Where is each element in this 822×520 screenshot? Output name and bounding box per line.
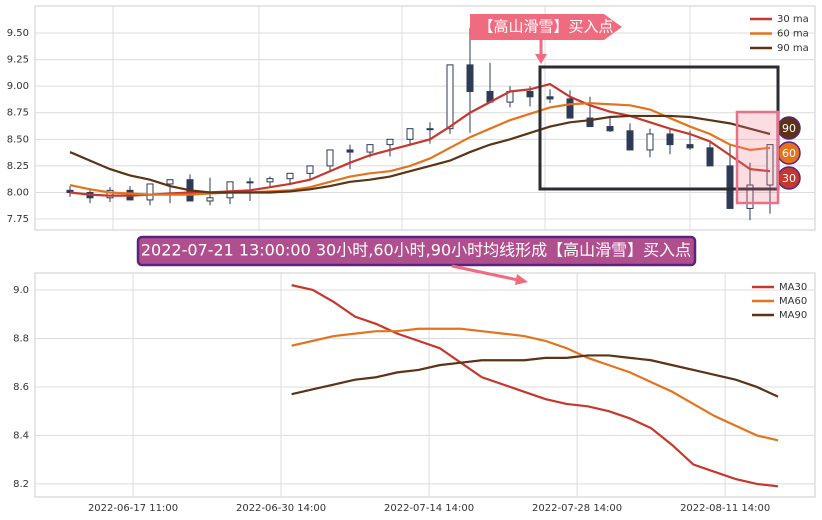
y-tick-label: 8.2 (13, 479, 29, 490)
candle-body (306, 165, 314, 174)
buy-zone (735, 110, 780, 205)
badge-label: 60 (782, 147, 796, 160)
annotation-text: 【高山滑雪】买入点 (478, 18, 613, 36)
candle-body (146, 183, 154, 201)
caption-arrow (451, 264, 519, 282)
y-tick-label: 8.6 (13, 382, 29, 393)
ma-line (291, 284, 779, 488)
candle-body (726, 165, 734, 209)
x-tick-label: 2022-06-17 11:00 (88, 503, 178, 514)
x-tick-label: 2022-07-28 14:00 (532, 503, 622, 514)
candle-body (326, 149, 334, 167)
top-chart: 7.75 8.00 8.25 8.50 8.75 9.00 9.25 9.50 30 ma 60 … (7, 14, 815, 225)
legend-label: MA90 (779, 310, 807, 321)
y-tick-label: 9.0 (13, 285, 29, 296)
caption-arrow-head (515, 274, 528, 285)
candle-body (166, 179, 174, 185)
annotation-arrow-head (535, 54, 547, 64)
candle-body (526, 90, 534, 98)
candle-body (346, 149, 354, 153)
candle-body (666, 133, 674, 146)
annotations (136, 14, 780, 285)
legend-label: 30 ma (777, 14, 809, 25)
x-tick-label: 2022-06-30 14:00 (236, 503, 326, 514)
candle-body (586, 117, 594, 128)
ma-line (291, 327, 779, 442)
candle-body (566, 98, 574, 119)
candle-body (286, 172, 294, 180)
candle-body (406, 128, 414, 140)
bottom-plot-area (34, 272, 816, 498)
bottom-chart: 8.2 8.4 8.6 8.8 9.0 2022-06-17 11:00 2022-06-3… (13, 273, 815, 514)
candle-body (226, 181, 234, 199)
candle-body (366, 144, 374, 153)
badge-label: 30 (782, 172, 796, 185)
y-tick-label: 8.50 (7, 134, 29, 145)
candle-body (766, 144, 774, 186)
candle-body (426, 128, 434, 131)
caption-text: 2022-07-21 13:00:00 30小时,60小时,90小时均线形成【高… (141, 241, 691, 260)
ma-line (291, 354, 779, 398)
candle-body (606, 126, 614, 132)
y-tick-label: 8.25 (7, 161, 29, 172)
candle-body (266, 178, 274, 183)
y-tick-label: 8.75 (7, 108, 29, 119)
legend-label: 90 ma (777, 43, 809, 54)
candle-body (246, 181, 254, 184)
y-tick-label: 9.50 (7, 28, 29, 39)
y-tick-label: 8.00 (7, 187, 29, 198)
y-tick-label: 7.75 (7, 214, 29, 225)
candle-body (206, 197, 214, 202)
x-tick-label: 2022-08-11 14:00 (680, 503, 770, 514)
legend-label: MA30 (779, 282, 807, 293)
candle-body (686, 144, 694, 149)
legend-label: 60 ma (777, 29, 809, 40)
candle-body (106, 189, 114, 199)
candle-body (626, 130, 634, 151)
ma-line (69, 114, 771, 194)
candle-body (546, 96, 554, 100)
annotation-box (470, 14, 622, 40)
x-tick-label: 2022-07-14 14:00 (384, 503, 474, 514)
caption-box (136, 235, 697, 267)
ma-line (69, 82, 771, 197)
y-tick-label: 8.4 (13, 430, 29, 441)
y-tick-label: 9.00 (7, 81, 29, 92)
candle-body (706, 147, 714, 167)
legend-label: MA60 (779, 296, 807, 307)
candle-body (746, 184, 754, 209)
badge-label: 90 (782, 122, 796, 135)
candle-body (646, 133, 654, 151)
candle-body (386, 138, 394, 146)
candle-body (446, 64, 454, 130)
candle-body (466, 64, 474, 92)
y-tick-label: 8.8 (13, 333, 29, 344)
ma-line (69, 102, 771, 196)
y-tick-label: 9.25 (7, 55, 29, 66)
